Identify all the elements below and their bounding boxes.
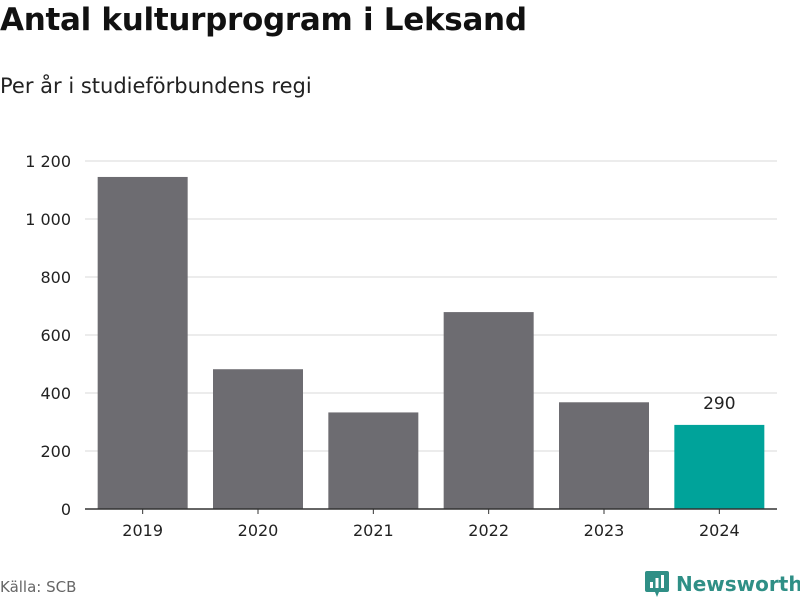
x-tick-label: 2023	[584, 521, 625, 540]
source-note: Källa: SCB	[0, 578, 77, 596]
x-tick-label: 2021	[353, 521, 394, 540]
x-tick-label: 2020	[238, 521, 279, 540]
y-tick-label: 400	[40, 384, 71, 403]
x-tick-label: 2024	[699, 521, 740, 540]
x-tick-label: 2022	[468, 521, 509, 540]
bar	[559, 402, 649, 509]
brand-name: Newsworthy	[676, 572, 800, 596]
x-tick-label: 2019	[122, 521, 163, 540]
y-tick-label: 600	[40, 326, 71, 345]
bar	[328, 412, 419, 509]
data-label: 290	[703, 394, 735, 414]
newsworthy-logo-icon	[645, 571, 669, 597]
bar	[674, 424, 765, 509]
bar	[97, 176, 188, 509]
y-tick-label: 800	[40, 268, 71, 287]
bar	[213, 369, 303, 509]
chart-subtitle: Per år i studieförbundens regi	[0, 74, 312, 98]
y-tick-label: 0	[61, 500, 71, 519]
brand-logo: Newsworthy	[644, 568, 800, 600]
y-tick-label: 200	[40, 442, 71, 461]
chart-title: Antal kulturprogram i Leksand	[0, 2, 527, 38]
y-tick-label: 1 200	[25, 152, 71, 171]
bar	[443, 312, 534, 509]
y-tick-label: 1 000	[25, 210, 71, 229]
